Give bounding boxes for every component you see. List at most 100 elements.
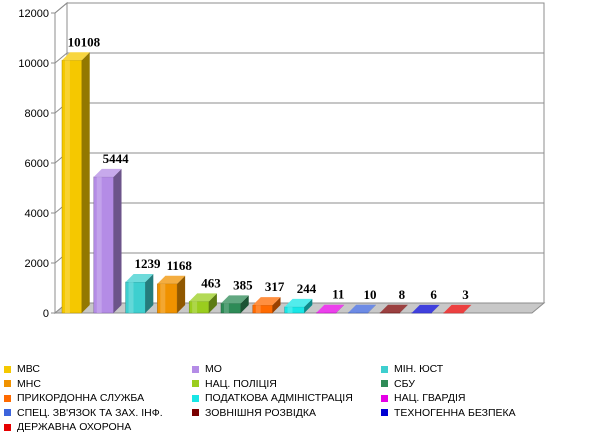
legend-swatch bbox=[4, 423, 11, 431]
legend-item: ТЕХНОГЕННА БЕЗПЕКА bbox=[381, 406, 516, 420]
bar bbox=[284, 298, 313, 314]
bar-top bbox=[125, 274, 154, 283]
bar-highlight bbox=[192, 301, 198, 313]
legend-swatch bbox=[4, 409, 11, 416]
bar-highlight bbox=[287, 306, 293, 313]
legend-item: ДЕРЖАВНА ОХОРОНА bbox=[4, 420, 131, 434]
bar-top bbox=[380, 304, 408, 313]
bar bbox=[61, 52, 90, 314]
bar-side bbox=[272, 297, 281, 313]
legend-label: НАЦ. ПОЛІЦІЯ bbox=[205, 377, 277, 390]
legend-item: СБУ bbox=[381, 377, 415, 391]
bar-side bbox=[113, 168, 122, 313]
bar-top bbox=[348, 304, 376, 313]
legend-item: ЗОВНІШНЯ РОЗВІДКА bbox=[192, 406, 316, 420]
bar-side bbox=[145, 274, 154, 313]
legend-swatch bbox=[192, 365, 199, 373]
legend-label: ПОДАТКОВА АДМІНІСТРАЦІЯ bbox=[205, 392, 353, 404]
y-axis: 0 2000 4000 6000 8000 10000 12000 bbox=[18, 8, 56, 320]
gridline bbox=[54, 2, 544, 14]
legend-label: ЗОВНІШНЯ РОЗВІДКА bbox=[205, 406, 317, 419]
data-label: 11 bbox=[332, 287, 344, 302]
data-label: 6 bbox=[430, 287, 437, 302]
data-label: 1168 bbox=[167, 258, 193, 273]
bar-top bbox=[62, 52, 90, 61]
bar bbox=[379, 304, 408, 314]
bar bbox=[252, 297, 281, 314]
bar-highlight bbox=[96, 176, 102, 313]
y-tick-label: 4000 bbox=[25, 208, 49, 220]
legend-swatch bbox=[4, 380, 11, 387]
legend-swatch bbox=[381, 394, 388, 402]
legend-label: МО bbox=[205, 363, 222, 375]
bar-side bbox=[81, 52, 90, 314]
legend-item: НАЦ. ПОЛІЦІЯ bbox=[192, 377, 277, 391]
data-label: 5444 bbox=[103, 151, 130, 166]
legend-item: МВС bbox=[4, 362, 40, 376]
bar-chart: 0 2000 4000 6000 8000 10000 12000 10108 5444 123… bbox=[18, 1, 546, 320]
legend-label: НАЦ. ГВАРДІЯ bbox=[394, 392, 466, 404]
bar-front bbox=[157, 283, 178, 314]
legend-label: ДЕРЖАВНА ОХОРОНА bbox=[17, 421, 132, 433]
legend-label: СБУ bbox=[394, 377, 415, 390]
bar bbox=[443, 304, 472, 314]
bar-side bbox=[399, 304, 408, 313]
legend-item: НАЦ. ГВАРДІЯ bbox=[381, 391, 465, 405]
y-tick-label: 2000 bbox=[25, 258, 49, 270]
legend-item: ПРИКОРДОННА СЛУЖБА bbox=[4, 391, 144, 405]
bar-top bbox=[252, 297, 281, 306]
bar-top bbox=[443, 304, 472, 313]
bar-side bbox=[463, 304, 472, 313]
bar-highlight bbox=[64, 60, 70, 313]
bar-top bbox=[157, 275, 186, 284]
legend-item: МІН. ЮСТ bbox=[381, 362, 443, 376]
data-label: 385 bbox=[233, 277, 253, 292]
data-label: 10 bbox=[364, 287, 377, 302]
bar bbox=[411, 304, 440, 314]
data-label: 8 bbox=[399, 287, 406, 302]
legend-label: ПРИКОРДОННА СЛУЖБА bbox=[17, 392, 145, 404]
data-label: 463 bbox=[201, 275, 221, 290]
data-label: 1239 bbox=[134, 256, 161, 271]
legend-label: МІН. ЮСТ bbox=[394, 363, 444, 375]
bar bbox=[188, 293, 217, 314]
legend-label: СПЕЦ. ЗВ'ЯЗОК ТА ЗАХ. ІНФ. bbox=[17, 406, 163, 419]
bar-top bbox=[93, 168, 122, 177]
bar bbox=[157, 275, 186, 314]
legend-swatch bbox=[192, 394, 199, 402]
legend-swatch bbox=[192, 409, 199, 416]
legend-item: МНС bbox=[4, 377, 41, 391]
data-label: 10108 bbox=[68, 34, 101, 49]
bar-highlight bbox=[255, 305, 261, 313]
legend-label: ТЕХНОГЕННА БЕЗПЕКА bbox=[394, 406, 516, 419]
legend-item: СПЕЦ. ЗВ'ЯЗОК ТА ЗАХ. ІНФ. bbox=[4, 406, 163, 420]
bar-highlight bbox=[128, 282, 134, 313]
bar-side bbox=[304, 298, 313, 313]
data-label: 3 bbox=[462, 287, 469, 302]
data-label: 317 bbox=[265, 279, 285, 294]
gridline bbox=[54, 52, 544, 64]
bar-side bbox=[431, 304, 440, 313]
bar-side bbox=[336, 304, 345, 313]
legend-swatch bbox=[381, 380, 388, 387]
legend-item: МО bbox=[192, 362, 222, 376]
legend-swatch bbox=[4, 365, 11, 373]
y-tick-label: 8000 bbox=[25, 108, 49, 120]
bar-side bbox=[240, 295, 249, 313]
y-tick-label: 10000 bbox=[18, 58, 49, 70]
bar bbox=[316, 304, 345, 314]
bar bbox=[93, 168, 122, 314]
legend-swatch bbox=[381, 409, 388, 416]
y-tick-label: 6000 bbox=[25, 158, 49, 170]
bar bbox=[125, 274, 154, 314]
legend-swatch bbox=[4, 394, 11, 402]
bar-highlight bbox=[223, 303, 229, 313]
data-labels: 10108 5444 1239 1168 463 385 317 244 11 10 8 6 3 bbox=[68, 34, 470, 302]
bar-top bbox=[221, 295, 249, 304]
data-label: 244 bbox=[297, 281, 317, 296]
bar-highlight bbox=[160, 283, 166, 313]
legend-label: МНС bbox=[17, 377, 41, 390]
bar-top bbox=[189, 293, 217, 302]
legend-swatch bbox=[381, 365, 388, 373]
bar-side bbox=[367, 304, 376, 313]
